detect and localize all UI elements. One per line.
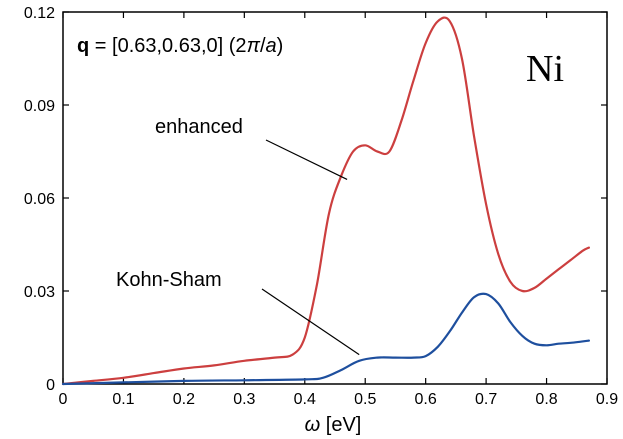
enhanced-annotation: enhanced — [155, 116, 243, 138]
kohn-sham-callout-line — [261, 288, 360, 356]
x-tick-label: 0.1 — [112, 391, 134, 408]
x-tick-label: 0.7 — [475, 391, 497, 408]
q-slash: / — [260, 35, 266, 57]
kohn-sham-annotation: Kohn-Sham — [116, 269, 222, 291]
material-label: Ni — [526, 48, 564, 90]
q-close: ) — [277, 35, 284, 57]
y-tick-label: 0 — [46, 377, 55, 394]
q-symbol: q — [77, 35, 89, 57]
y-tick-label: 0.12 — [24, 5, 55, 22]
x-tick-label: 0.5 — [354, 391, 376, 408]
q-vector-label: q = [0.63,0.63,0] (2π/a) — [77, 35, 283, 57]
x-axis-label: ω [eV] — [305, 414, 362, 436]
kohn-sham-series-line — [61, 292, 590, 386]
y-tick-label: 0.06 — [24, 191, 55, 208]
enhanced-series-line — [61, 16, 590, 386]
x-tick-label: 0.8 — [535, 391, 557, 408]
q-a: a — [266, 35, 277, 57]
x-tick-label: 0.2 — [173, 391, 195, 408]
x-tick-label: 0.3 — [233, 391, 255, 408]
q-pi: π — [247, 35, 261, 57]
enhanced-callout-line — [265, 139, 348, 180]
x-tick-label: 0.6 — [415, 391, 437, 408]
x-tick-label: 0 — [59, 391, 68, 408]
chart-marks: 0 0.1 0.2 0.3 0.4 0.5 0.6 0.7 0.8 0.9 0 0.03 0.06 0.0… — [24, 5, 618, 408]
x-axis-unit: [eV] — [320, 414, 361, 436]
y-tick-label: 0.03 — [24, 284, 55, 301]
y-tick-label: 0.09 — [24, 98, 55, 115]
x-tick-label: 0.4 — [294, 391, 316, 408]
q-value: = [0.63,0.63,0] (2 — [89, 35, 246, 57]
x-tick-label: 0.9 — [596, 391, 618, 408]
x-axis-symbol: ω — [305, 414, 321, 436]
